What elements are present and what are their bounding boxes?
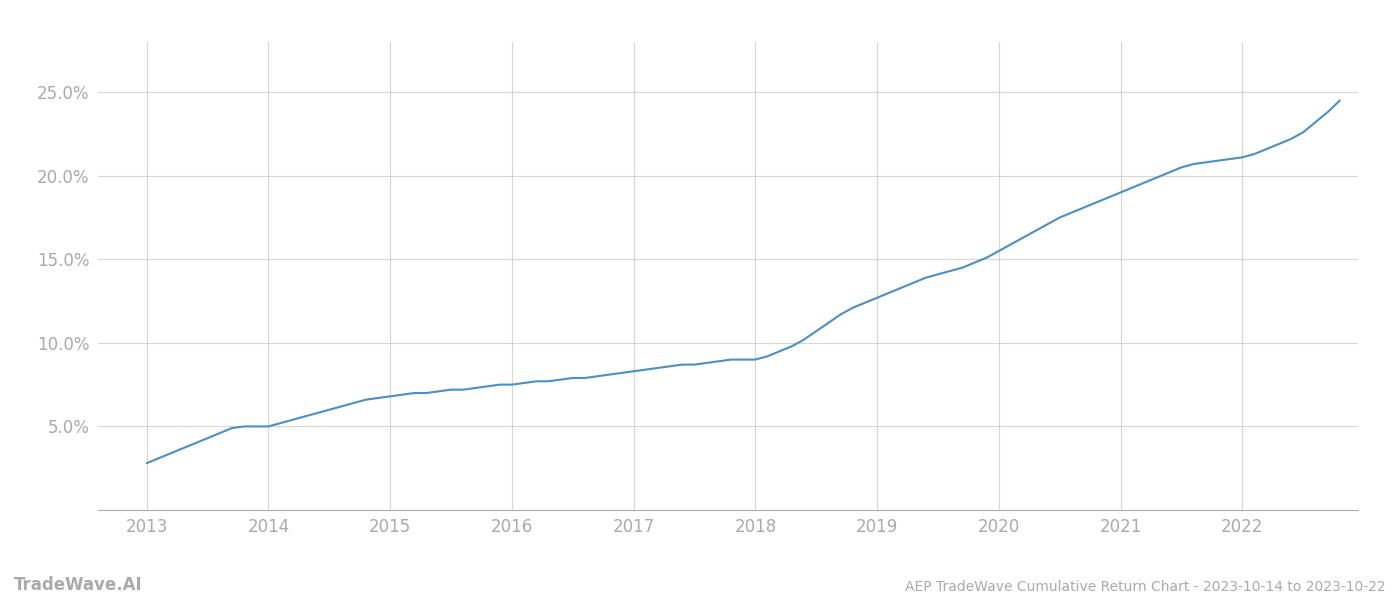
- Text: AEP TradeWave Cumulative Return Chart - 2023-10-14 to 2023-10-22: AEP TradeWave Cumulative Return Chart - …: [906, 580, 1386, 594]
- Text: TradeWave.AI: TradeWave.AI: [14, 576, 143, 594]
